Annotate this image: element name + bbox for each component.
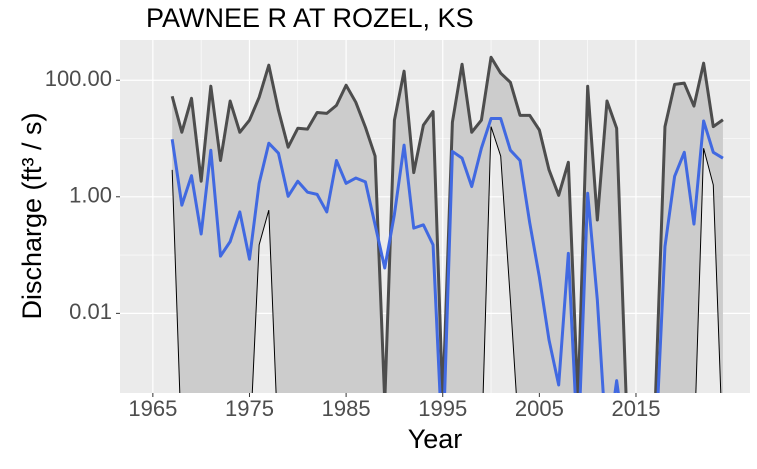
x-axis-title: Year — [408, 424, 463, 454]
x-tick-label: 1975 — [225, 396, 274, 421]
y-tick-label: 0.01 — [69, 299, 112, 324]
lower-line — [695, 148, 722, 393]
marks — [170, 55, 724, 393]
x-tick-label: 1965 — [128, 396, 177, 421]
series-line — [170, 117, 620, 393]
y-tick-label: 1.00 — [69, 183, 112, 208]
series-line — [656, 119, 724, 393]
ribbon — [655, 63, 723, 393]
series-line — [654, 61, 724, 393]
x-tick-label: 2015 — [612, 396, 661, 421]
chart-title: PAWNEE R AT ROZEL, KS — [146, 3, 474, 33]
series-line — [170, 55, 628, 393]
y-tick-label: 100.00 — [45, 66, 112, 91]
x-tick-label: 2005 — [515, 396, 564, 421]
x-tick-label: 1985 — [322, 396, 371, 421]
x-tick-label: 1995 — [418, 396, 467, 421]
y-axis-title: Discharge (ft³ / s) — [17, 112, 47, 319]
